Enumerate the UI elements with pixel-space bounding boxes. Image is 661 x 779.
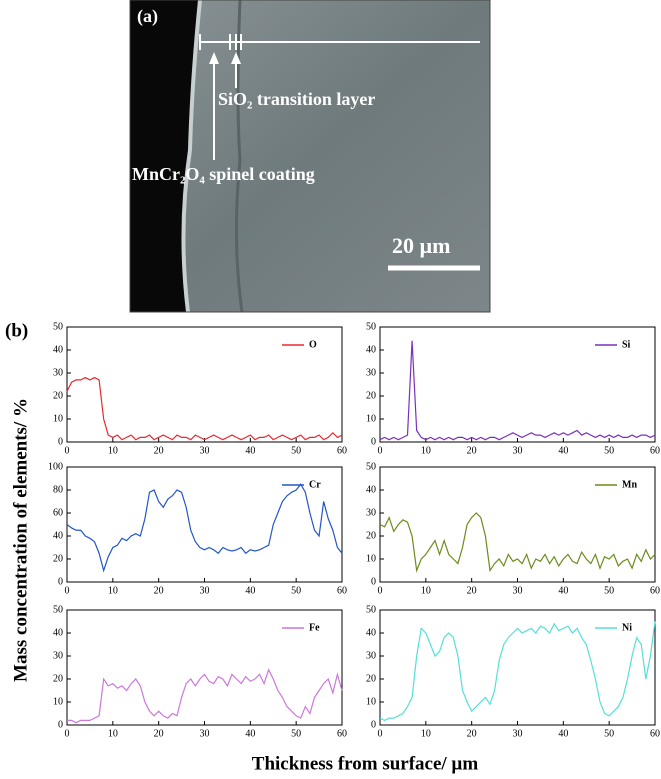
- x-tick-label: 20: [154, 445, 164, 456]
- legend-label: Si: [622, 339, 631, 350]
- x-tick-label: 30: [513, 728, 523, 739]
- x-tick-label: 0: [65, 585, 70, 596]
- y-tick-label: 0: [58, 719, 63, 730]
- y-tick-label: 0: [371, 436, 376, 447]
- y-tick-label: 30: [366, 367, 376, 378]
- x-tick-label: 60: [650, 445, 660, 456]
- x-tick-label: 10: [421, 728, 431, 739]
- y-tick-label: 10: [53, 413, 63, 424]
- x-tick-label: 20: [154, 728, 164, 739]
- y-tick-label: 0: [58, 576, 63, 587]
- x-tick-label: 10: [108, 585, 118, 596]
- legend-label: O: [309, 339, 317, 350]
- data-line: [379, 621, 656, 722]
- y-tick-label: 50: [366, 321, 376, 332]
- y-tick-label: 20: [366, 673, 376, 684]
- data-line: [67, 668, 343, 724]
- x-tick-label: 40: [558, 445, 568, 456]
- data-line: [379, 340, 656, 441]
- y-tick-label: 50: [53, 321, 63, 332]
- y-tick-label: 40: [366, 484, 376, 495]
- x-tick-label: 40: [558, 585, 568, 596]
- x-tick-label: 40: [245, 585, 255, 596]
- x-tick-label: 60: [650, 585, 660, 596]
- panel-a-label: (a): [137, 6, 158, 27]
- y-tick-label: 10: [366, 696, 376, 707]
- x-tick-label: 40: [245, 728, 255, 739]
- x-tick-label: 20: [467, 728, 477, 739]
- y-tick-label: 10: [53, 696, 63, 707]
- y-tick-label: 40: [366, 627, 376, 638]
- y-tick-label: 20: [53, 553, 63, 564]
- legend-label: Cr: [309, 479, 321, 490]
- x-tick-label: 50: [291, 445, 301, 456]
- data-line: [66, 376, 343, 441]
- y-tick-label: 20: [366, 390, 376, 401]
- y-tick-label: 20: [366, 530, 376, 541]
- y-tick-label: 40: [53, 627, 63, 638]
- x-tick-label: 0: [378, 585, 383, 596]
- legend-label: Fe: [309, 622, 320, 633]
- x-tick-label: 60: [337, 728, 347, 739]
- y-tick-label: 40: [53, 530, 63, 541]
- x-tick-label: 60: [337, 445, 347, 456]
- legend-label: Mn: [622, 479, 637, 490]
- data-line: [379, 512, 656, 573]
- y-tick-label: 50: [53, 604, 63, 615]
- x-tick-label: 50: [604, 728, 614, 739]
- x-tick-label: 30: [513, 445, 523, 456]
- x-tick-label: 40: [558, 728, 568, 739]
- x-tick-label: 20: [154, 585, 164, 596]
- x-tick-label: 60: [337, 585, 347, 596]
- x-tick-label: 0: [65, 445, 70, 456]
- x-axis-label: Thickness from surface/ µm: [252, 753, 479, 774]
- x-tick-label: 40: [245, 445, 255, 456]
- x-tick-label: 0: [378, 445, 383, 456]
- y-tick-label: 10: [366, 553, 376, 564]
- x-tick-label: 20: [467, 585, 477, 596]
- x-tick-label: 0: [65, 728, 70, 739]
- x-tick-label: 10: [108, 728, 118, 739]
- y-tick-label: 30: [366, 650, 376, 661]
- x-tick-label: 60: [650, 728, 660, 739]
- y-tick-label: 40: [366, 344, 376, 355]
- y-axis-label: Mass concentration of elements/ %: [10, 398, 31, 682]
- panel-b-label: (b): [5, 320, 28, 341]
- y-tick-label: 80: [53, 484, 63, 495]
- sem-image: [129, 0, 491, 313]
- layer-label: SiO₂ transition layer: [218, 89, 375, 109]
- x-tick-label: 50: [604, 445, 614, 456]
- y-tick-label: 20: [53, 673, 63, 684]
- y-tick-label: 30: [53, 650, 63, 661]
- y-tick-label: 30: [366, 507, 376, 518]
- legend-label: Ni: [622, 622, 632, 633]
- x-tick-label: 50: [604, 585, 614, 596]
- x-tick-label: 10: [421, 445, 431, 456]
- y-tick-label: 0: [371, 719, 376, 730]
- y-tick-label: 0: [58, 436, 63, 447]
- data-line: [66, 483, 343, 573]
- y-tick-label: 20: [53, 390, 63, 401]
- coating-label: MnCr₂O₄ spinel coating: [132, 164, 315, 184]
- x-tick-label: 30: [513, 585, 523, 596]
- x-tick-label: 10: [108, 445, 118, 456]
- y-tick-label: 60: [53, 507, 63, 518]
- x-tick-label: 10: [421, 585, 431, 596]
- x-tick-label: 0: [378, 728, 383, 739]
- scale-bar-label: 20 µm: [392, 233, 451, 258]
- y-tick-label: 30: [53, 367, 63, 378]
- y-tick-label: 40: [53, 344, 63, 355]
- x-tick-label: 30: [200, 728, 210, 739]
- y-tick-label: 10: [366, 413, 376, 424]
- y-tick-label: 50: [366, 461, 376, 472]
- y-tick-label: 100: [48, 461, 63, 472]
- x-tick-label: 50: [291, 728, 301, 739]
- x-tick-label: 30: [200, 445, 210, 456]
- y-tick-label: 0: [371, 576, 376, 587]
- x-tick-label: 50: [291, 585, 301, 596]
- x-tick-label: 30: [200, 585, 210, 596]
- x-tick-label: 20: [467, 445, 477, 456]
- y-tick-label: 50: [366, 604, 376, 615]
